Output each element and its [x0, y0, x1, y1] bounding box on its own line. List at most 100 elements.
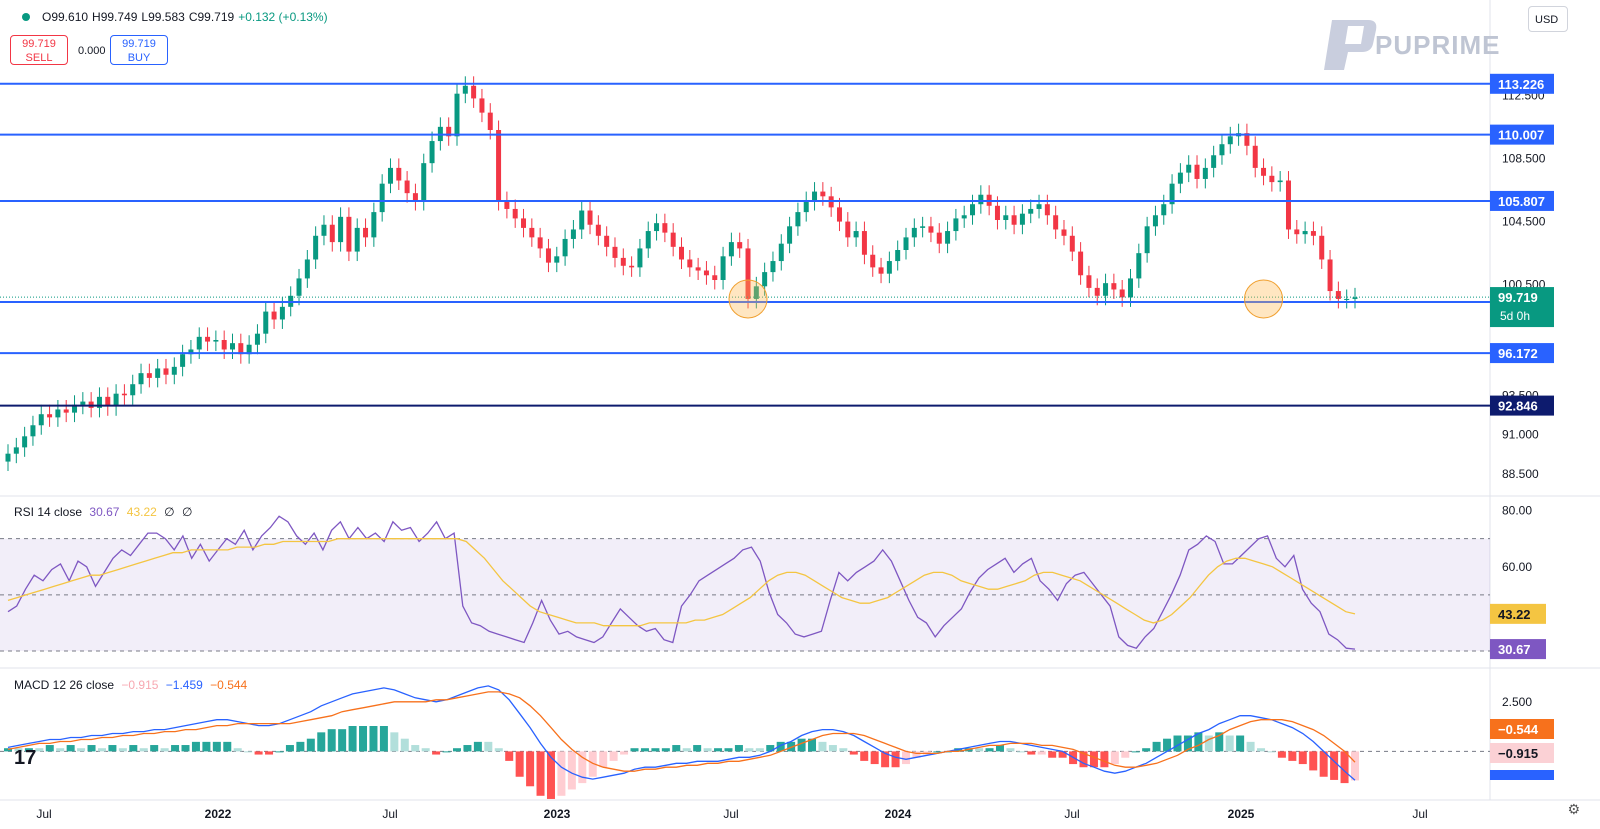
candle: [1119, 289, 1125, 298]
macd-histogram-bar: [202, 741, 211, 752]
macd-histogram-bar: [1194, 732, 1203, 752]
macd-line-value-bg: [1490, 770, 1554, 780]
candle: [188, 349, 194, 355]
candle: [654, 223, 660, 232]
candle: [970, 204, 976, 216]
candle: [1277, 180, 1283, 183]
level-label-bg: [1490, 343, 1554, 364]
macd-histogram-bar: [359, 726, 368, 752]
candle: [387, 167, 393, 184]
level-label: 92.846: [1498, 399, 1538, 414]
candle: [96, 396, 102, 408]
buy-button[interactable]: 99.719 BUY: [110, 35, 168, 65]
candle: [1003, 215, 1009, 220]
macd-histogram-bar: [254, 751, 263, 755]
candle: [570, 229, 576, 239]
macd-histogram-bar: [912, 751, 921, 758]
candle: [205, 336, 211, 342]
macd-histogram-bar: [1027, 751, 1036, 755]
candle: [163, 368, 169, 375]
candle: [1028, 208, 1034, 214]
macd-histogram-bar: [484, 741, 493, 752]
macd-histogram-bar: [536, 751, 545, 796]
macd-histogram-bar: [1079, 751, 1088, 768]
candle: [662, 223, 668, 233]
candle: [13, 447, 19, 454]
candle: [338, 216, 344, 243]
macd-histogram-bar: [296, 741, 305, 752]
macd-histogram-bar: [714, 748, 723, 752]
candle: [396, 167, 402, 181]
countdown-label: 5d 0h: [1500, 309, 1530, 323]
candle: [279, 306, 285, 320]
macd-tick-label: 2.500: [1502, 695, 1532, 709]
macd-histogram-bar: [609, 751, 618, 761]
macd-histogram-bar: [463, 745, 472, 752]
macd-histogram-bar: [693, 745, 702, 752]
macd-histogram-bar: [1267, 751, 1276, 753]
macd-histogram-bar: [129, 745, 138, 752]
candle: [180, 354, 186, 367]
high-value: H99.749: [92, 10, 138, 24]
candle: [454, 93, 460, 137]
candle: [545, 248, 551, 263]
candle: [936, 232, 942, 244]
candle: [271, 311, 277, 320]
candle: [1128, 278, 1133, 298]
sell-button[interactable]: 99.719 SELL: [10, 35, 68, 65]
macd-histogram-bar: [1089, 751, 1098, 768]
rsi-tick-label: 80.00: [1502, 504, 1532, 518]
macd-histogram-bar: [348, 726, 357, 752]
rsi-line-0: [7, 515, 1356, 650]
time-axis-label: 2024: [885, 807, 912, 821]
puprime-logo-icon: [1324, 20, 1377, 70]
candle: [812, 191, 818, 202]
time-axis-label: Jul: [1412, 807, 1427, 821]
macd-hist-value: −0.915: [121, 678, 159, 692]
macd-histogram-bar: [745, 748, 754, 752]
candle: [637, 248, 643, 268]
candle: [728, 242, 734, 257]
macd-histogram-bar: [1163, 738, 1172, 752]
macd-line-value: −1.459: [165, 678, 203, 692]
macd-histogram-bar: [755, 748, 764, 752]
spread-value: 0.000: [78, 45, 106, 57]
macd-histogram-bar: [975, 748, 984, 752]
macd-histogram-bar: [599, 751, 608, 768]
macd-histogram-bar: [797, 738, 806, 752]
candle: [1335, 291, 1341, 299]
candle: [994, 205, 1000, 220]
macd-histogram-bar: [839, 748, 848, 752]
macd-histogram-bar: [87, 745, 96, 752]
macd-histogram-bar: [849, 751, 858, 755]
macd-histogram-bar: [379, 726, 388, 752]
candle: [1319, 235, 1325, 260]
candle: [1269, 175, 1275, 183]
candle: [537, 237, 543, 249]
macd-histogram-bar: [557, 751, 566, 796]
candle: [604, 235, 610, 247]
currency-selector[interactable]: USD: [1528, 6, 1568, 32]
macd-histogram-bar: [985, 748, 994, 752]
level-label-bg: [1490, 190, 1554, 211]
macd-histogram-bar: [620, 751, 629, 755]
candle: [961, 215, 967, 219]
macd-histogram-bar: [24, 748, 33, 752]
rsi-value: 30.67: [89, 505, 120, 519]
macd-histogram-bar: [233, 748, 242, 752]
macd-histogram-bar: [630, 748, 639, 752]
macd-histogram-bar: [160, 748, 169, 752]
settings-gear-icon[interactable]: ⚙: [1567, 801, 1580, 817]
candle: [770, 261, 776, 273]
candle: [1036, 204, 1042, 209]
level-label: 105.807: [1498, 194, 1545, 209]
candle: [304, 259, 310, 279]
candle: [30, 425, 36, 437]
candle: [903, 237, 909, 250]
candle: [787, 226, 793, 244]
time-axis-label: 2023: [544, 807, 571, 821]
level-label: 96.172: [1498, 346, 1538, 361]
macd-histogram-bar: [672, 745, 681, 752]
